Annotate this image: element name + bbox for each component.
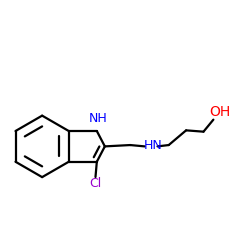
Text: HN: HN	[143, 138, 162, 151]
Text: OH: OH	[210, 105, 231, 119]
Text: Cl: Cl	[89, 177, 102, 190]
Text: NH: NH	[89, 112, 108, 125]
